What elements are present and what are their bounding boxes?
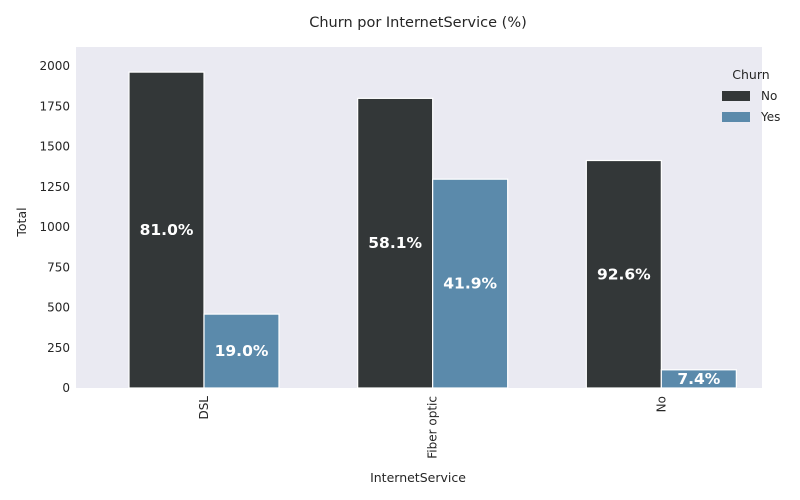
x-axis: DSL Fiber optic No <box>197 388 668 459</box>
bar-no-fiber-optic <box>357 97 434 389</box>
y-tick-label: 750 <box>47 260 70 274</box>
legend-swatch <box>722 91 750 101</box>
bar-yes-no <box>660 369 737 389</box>
percent-label: 7.4% <box>677 370 720 388</box>
x-tick-label: No <box>654 396 668 412</box>
y-tick-label: 1750 <box>39 99 70 113</box>
y-tick-label: 250 <box>47 341 70 355</box>
bar-yes-fiber-optic <box>432 178 509 389</box>
percent-label: 19.0% <box>215 342 269 360</box>
legend-swatch <box>722 112 750 122</box>
legend: Churn No Yes <box>722 67 780 124</box>
legend-label: Yes <box>760 110 780 124</box>
bar-no-no <box>585 159 662 389</box>
legend-label: No <box>761 89 777 103</box>
percent-labels: 81.0% 58.1% 92.6% 19.0% 41.9% 7.4% <box>140 221 721 388</box>
y-tick-label: 1000 <box>39 220 70 234</box>
x-tick-label: DSL <box>197 396 211 420</box>
percent-label: 58.1% <box>368 234 422 252</box>
y-tick-label: 2000 <box>39 59 70 73</box>
percent-label: 92.6% <box>597 265 651 283</box>
percent-label: 81.0% <box>140 221 194 239</box>
x-tick-label: Fiber optic <box>426 396 440 459</box>
y-tick-label: 0 <box>62 381 70 395</box>
y-axis: 0 250 500 750 1000 1250 1500 1750 2000 <box>39 59 70 395</box>
legend-title: Churn <box>732 67 769 82</box>
x-axis-label: InternetService <box>370 470 466 485</box>
bars-group <box>128 71 737 389</box>
y-tick-label: 500 <box>47 301 70 315</box>
y-tick-label: 1250 <box>39 180 70 194</box>
bar-yes-dsl <box>203 313 280 389</box>
y-axis-label: Total <box>14 207 29 237</box>
percent-label: 41.9% <box>443 275 497 293</box>
y-tick-label: 1500 <box>39 140 70 154</box>
chart-title: Churn por InternetService (%) <box>309 15 527 31</box>
bar-no-dsl <box>128 71 205 389</box>
